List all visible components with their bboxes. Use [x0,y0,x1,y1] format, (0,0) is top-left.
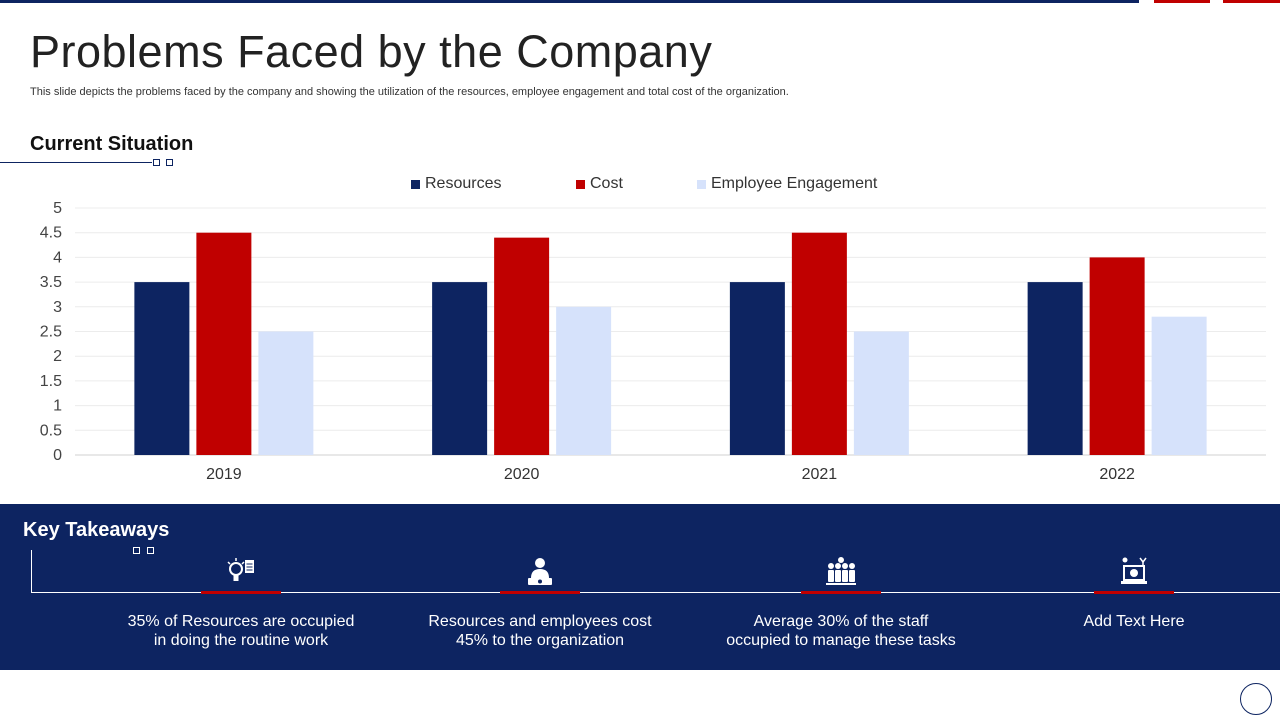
y-tick-label: 2.5 [40,324,62,341]
takeaway-4-text: Add Text Here [1004,612,1264,631]
takeaway-4-line-1: Add Text Here [1083,613,1185,630]
takeaway-1-line-1: 35% of Resources are occupied [127,613,355,630]
slide-nav-circle-button[interactable] [1240,683,1272,715]
bar-resources-2019 [134,282,190,455]
bar-cost-2020 [494,237,550,455]
y-tick-label: 4.5 [40,225,62,242]
key-takeaways-title: Key Takeaways [23,519,170,541]
takeaway-3-accent [801,591,881,594]
takeaways-timeline-line [31,592,1280,593]
takeaway-3-line-1: Average 30% of the staff [753,613,929,630]
x-tick-label: 2019 [206,466,242,483]
legend-swatch-resources [411,179,420,189]
takeaway-3-text: Average 30% of the staff occupied to man… [711,612,971,650]
section-underline [0,162,152,163]
x-tick-label: 2020 [504,466,540,483]
bar-employee-engagement-2021 [853,331,909,455]
takeaway-2-line-2: 45% to the organization [455,632,625,649]
desk-presentation-icon [1119,556,1149,588]
y-tick-label: 3.5 [40,274,62,291]
takeaway-1-text: 35% of Resources are occupied in doing t… [111,612,371,650]
idea-document-icon [226,556,256,588]
bar-resources-2020 [432,282,488,455]
top-red-accent-2 [1223,0,1280,3]
bar-cost-2022 [1089,257,1145,455]
bar-resources-2021 [729,282,785,455]
takeaways-bracket-vertical [31,550,32,593]
y-tick-label: 5 [53,200,62,217]
legend-label-employee-engagement: Employee Engagement [711,175,878,192]
y-tick-label: 3 [53,299,62,316]
bar-chart: 0 0.5 1 1.5 2 2.5 3 3.5 4 4.5 5 2019 2020 2021 2022 [40,200,1266,483]
decor-square [133,547,140,554]
y-tick-label: 2 [53,348,62,365]
bar-employee-engagement-2019 [258,331,314,455]
bar-employee-engagement-2022 [1151,316,1207,455]
y-tick-label: 4 [53,249,62,266]
x-tick-label: 2021 [802,466,838,483]
takeaway-1-line-2: in doing the routine work [153,632,329,649]
takeaway-1-accent [201,591,281,594]
top-red-accent-1 [1154,0,1210,3]
key-takeaways-panel [0,504,1280,670]
bar-cost-2021 [791,232,847,455]
y-tick-label: 0 [53,447,62,464]
legend-item-resources: Resources [411,174,501,194]
takeaway-3-line-2: occupied to manage these tasks [726,632,956,649]
legend-swatch-employee-engagement [697,179,706,189]
legend-item-employee-engagement: Employee Engagement [697,174,877,194]
legend-label-cost: Cost [590,175,623,192]
y-tick-label: 1.5 [40,373,62,390]
decor-square [153,159,160,166]
page-subtitle: This slide depicts the problems faced by… [30,86,789,98]
takeaway-2-text: Resources and employees cost 45% to the … [410,612,670,650]
bar-resources-2022 [1027,282,1083,455]
bar-cost-2019 [196,232,252,455]
y-tick-label: 1 [53,398,62,415]
decor-square [147,547,154,554]
takeaway-4-accent [1094,591,1174,594]
legend-label-resources: Resources [425,175,502,192]
top-accent-bar [0,0,1139,3]
section-title-current-situation: Current Situation [30,133,194,155]
legend-item-cost: Cost [576,174,623,194]
bar-employee-engagement-2020 [556,306,612,455]
takeaway-2-accent [500,591,580,594]
staff-group-icon [826,556,856,588]
page-title: Problems Faced by the Company [30,26,713,77]
legend-swatch-cost [576,179,585,189]
decor-square [166,159,173,166]
x-tick-label: 2022 [1099,466,1135,483]
employee-cost-icon [525,556,555,588]
y-tick-label: 0.5 [40,422,62,439]
takeaway-2-line-1: Resources and employees cost [428,613,652,630]
